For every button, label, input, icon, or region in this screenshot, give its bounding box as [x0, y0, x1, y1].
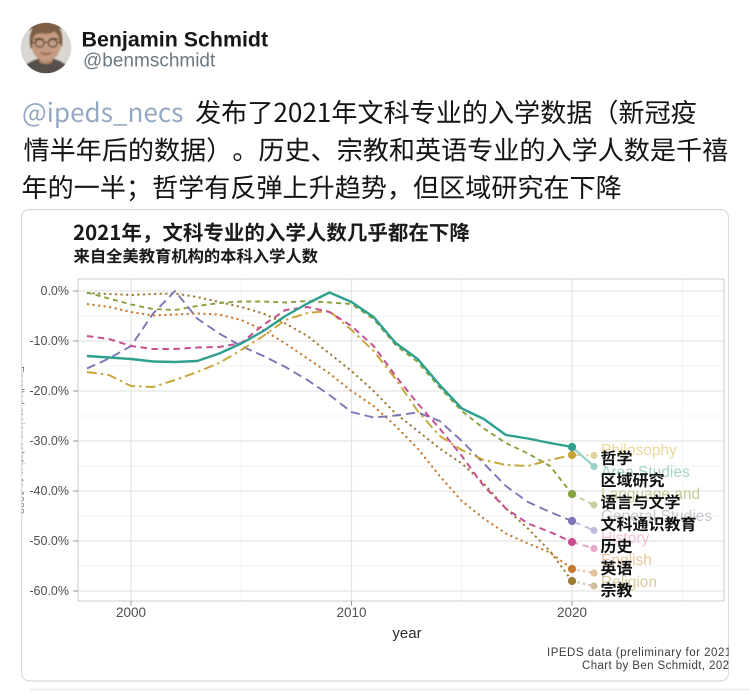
svg-text:-50.0%: -50.0% [29, 534, 69, 548]
svg-text:Enrolled majors relative to 19: Enrolled majors relative to 1998 [14, 366, 26, 514]
svg-text:2000: 2000 [116, 605, 146, 620]
svg-text:Chart by Ben Schmidt, 2021 (@b: Chart by Ben Schmidt, 2021 (@be [582, 660, 750, 672]
svg-text:-40.0%: -40.0% [29, 484, 69, 498]
svg-text:-10.0%: -10.0% [29, 334, 69, 348]
svg-text:-60.0%: -60.0% [29, 584, 69, 598]
svg-text:-30.0%: -30.0% [29, 434, 69, 448]
svg-text:IPEDS data (preliminary for 20: IPEDS data (preliminary for 2021) [547, 647, 736, 659]
svg-text:Area Studies: Area Studies [601, 464, 690, 481]
svg-text:-20.0%: -20.0% [29, 384, 69, 398]
svg-text:0.0%: 0.0% [41, 284, 70, 298]
svg-text:@benmschmidt: @benmschmidt [83, 51, 216, 72]
svg-text:English: English [601, 552, 652, 569]
svg-text:Language and: Language and [601, 486, 700, 503]
svg-text:year: year [392, 625, 421, 642]
svg-text:2010: 2010 [336, 605, 366, 620]
svg-text:Benjamin Schmidt: Benjamin Schmidt [82, 28, 269, 52]
svg-text:2020: 2020 [557, 605, 587, 620]
svg-text:Philosophy: Philosophy [601, 442, 677, 459]
